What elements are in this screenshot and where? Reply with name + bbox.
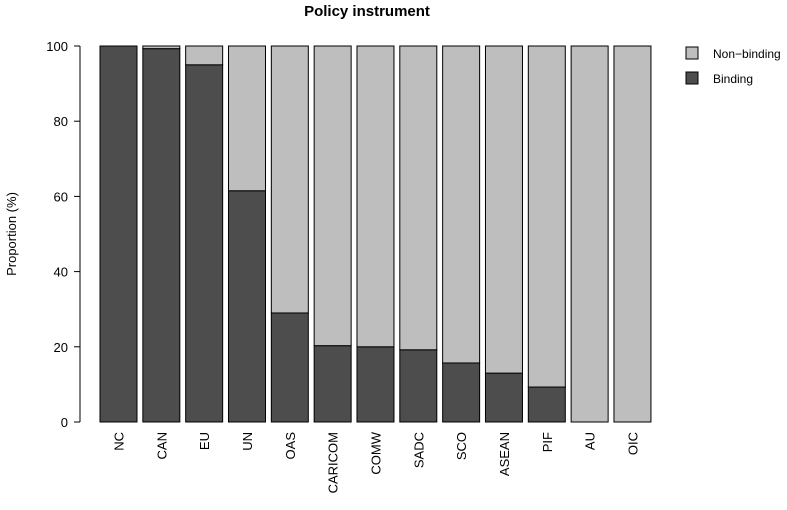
y-tick-label: 0	[61, 415, 68, 430]
x-tick-label: EU	[197, 432, 212, 450]
bar-segment	[484, 372, 523, 423]
legend-swatch	[685, 71, 699, 85]
bar-segment	[227, 190, 266, 423]
x-tick-label: COMW	[368, 431, 383, 474]
bar-segment	[527, 386, 566, 423]
bar-segment	[570, 45, 609, 423]
x-tick-label: OIC	[625, 432, 640, 455]
bar-segment	[142, 45, 181, 50]
x-tick-label: ASEAN	[497, 432, 512, 476]
x-tick-label: SADC	[411, 432, 426, 468]
bar-segment	[185, 64, 224, 423]
legend-swatch	[685, 46, 699, 60]
bar-segment	[270, 312, 309, 423]
bar-segment	[185, 45, 224, 66]
x-tick-label: CARICOM	[326, 432, 341, 493]
x-tick-label: SCO	[454, 432, 469, 460]
y-tick-label: 80	[54, 114, 68, 129]
chart-title: Policy instrument	[304, 3, 430, 20]
bar-segment	[613, 45, 652, 423]
y-tick-label: 60	[54, 189, 68, 204]
bar-segment	[313, 345, 352, 423]
bar-segment	[356, 346, 395, 423]
x-tick-label: CAN	[154, 432, 169, 459]
y-tick-label: 40	[54, 265, 68, 280]
y-tick-label: 100	[46, 39, 68, 54]
bar-segment	[442, 362, 481, 423]
legend-label: Non−binding	[713, 47, 781, 61]
x-tick-label: NC	[112, 432, 127, 451]
y-axis-label: Proportion (%)	[4, 192, 19, 276]
bar-segment	[442, 45, 481, 364]
x-tick-label: AU	[583, 432, 598, 450]
bar-segment	[270, 45, 309, 314]
bar-segment	[399, 349, 438, 423]
x-tick-label: OAS	[283, 432, 298, 460]
bar-segment	[356, 45, 395, 348]
bar-segment	[527, 45, 566, 388]
bar-segment	[484, 45, 523, 374]
bar-segment	[399, 45, 438, 351]
y-tick-label: 20	[54, 340, 68, 355]
bar-segment	[227, 45, 266, 192]
bar-segment	[142, 48, 181, 423]
legend-label: Binding	[713, 72, 753, 86]
bar-segment	[313, 45, 352, 347]
x-tick-label: PIF	[540, 432, 555, 452]
x-tick-label: UN	[240, 432, 255, 451]
bar-segment	[99, 45, 138, 423]
